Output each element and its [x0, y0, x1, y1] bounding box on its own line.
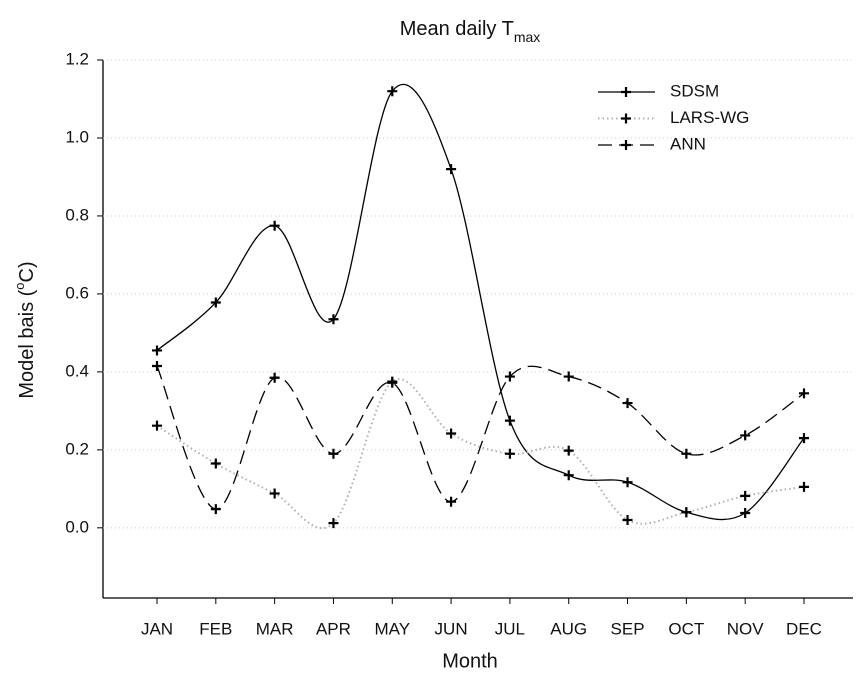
x-tick-label: JAN	[141, 619, 173, 638]
x-axis-label: Month	[442, 650, 498, 672]
point-marker	[799, 433, 809, 444]
y-tick-label: 1.0	[65, 127, 89, 146]
x-tick-label: JUN	[435, 619, 468, 638]
y-label-superscript: o	[12, 282, 27, 289]
title-subscript: max	[514, 29, 540, 45]
point-marker	[152, 420, 162, 431]
x-tick-label: MAY	[374, 619, 410, 638]
x-tick-label: AUG	[550, 619, 587, 638]
point-marker	[269, 220, 280, 231]
legend-label: LARS-WG	[670, 108, 749, 127]
point-marker	[740, 490, 751, 501]
legend-marker	[621, 113, 631, 124]
point-marker	[210, 297, 221, 308]
point-marker	[387, 86, 398, 97]
y-tick-label: 0.8	[65, 205, 89, 224]
point-marker	[269, 372, 280, 383]
point-marker	[152, 361, 162, 372]
point-marker	[681, 448, 692, 459]
y-tick-label: 0.4	[65, 361, 89, 380]
point-marker	[622, 398, 633, 409]
point-marker	[328, 448, 339, 459]
point-marker	[622, 477, 633, 488]
title-main: Mean daily T	[400, 18, 514, 40]
point-marker	[328, 314, 339, 325]
y-tick-label: 0.6	[65, 283, 89, 302]
point-marker	[446, 428, 457, 439]
x-tick-label: DEC	[786, 619, 822, 638]
legend-label: SDSM	[670, 81, 719, 100]
x-tick-label: SEP	[611, 619, 645, 638]
point-marker	[446, 496, 457, 507]
series-line	[156, 365, 805, 510]
y-axis-label: Model bais (oC)	[12, 261, 38, 398]
point-marker	[210, 504, 221, 515]
y-tick-label: 1.2	[65, 49, 89, 68]
point-marker	[387, 377, 398, 388]
point-marker	[504, 415, 515, 426]
legend-label: ANN	[670, 134, 706, 153]
point-marker	[152, 345, 162, 356]
y-label-main: Model bais (	[16, 289, 38, 398]
chart-title: Mean daily Tmax	[400, 18, 541, 44]
point-marker	[740, 430, 751, 441]
point-marker	[210, 458, 221, 469]
point-marker	[269, 488, 280, 499]
y-tick-label: 0.0	[65, 517, 89, 536]
x-tick-label: OCT	[668, 619, 704, 638]
point-marker	[799, 481, 809, 492]
x-tick-label: FEB	[199, 619, 232, 638]
series-line	[156, 83, 805, 521]
point-marker	[504, 448, 515, 459]
point-marker	[563, 470, 574, 481]
x-tick-label: APR	[316, 619, 351, 638]
legend-marker	[621, 140, 631, 150]
legend-marker	[621, 87, 631, 97]
point-marker	[563, 371, 574, 382]
y-label-suffix: C)	[16, 261, 38, 282]
point-marker	[799, 388, 809, 399]
x-tick-label: JUL	[495, 619, 525, 638]
y-tick-label: 0.2	[65, 439, 89, 458]
point-marker	[446, 164, 457, 175]
point-marker	[328, 518, 339, 529]
point-marker	[622, 515, 633, 526]
point-marker	[563, 445, 574, 456]
x-tick-label: MAR	[256, 619, 294, 638]
point-marker	[740, 508, 751, 519]
x-tick-label: NOV	[727, 619, 765, 638]
point-marker	[681, 507, 692, 518]
series-line	[156, 378, 805, 530]
point-marker	[504, 371, 515, 382]
